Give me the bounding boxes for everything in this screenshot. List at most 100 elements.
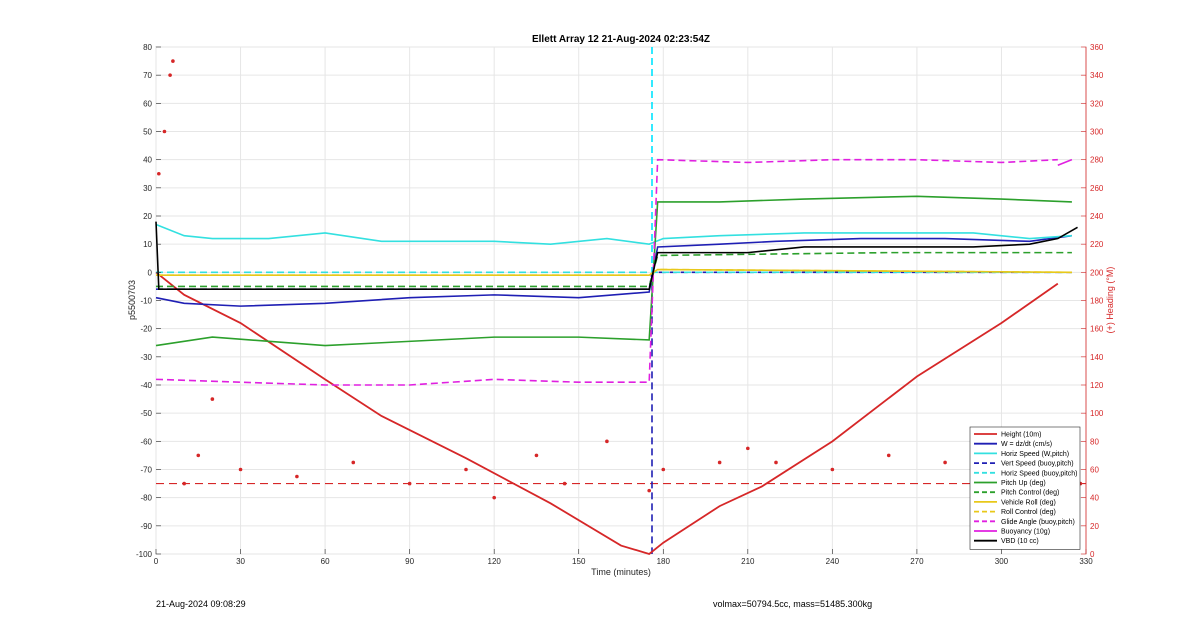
y-tick-label: 50 bbox=[143, 128, 152, 137]
point-heading-m bbox=[562, 481, 567, 486]
point-heading-m bbox=[492, 495, 496, 500]
legend-label: Glide Angle (buoy,pitch) bbox=[1001, 519, 1075, 526]
legend-label: Horiz Speed (buoy,pitch) bbox=[1001, 470, 1078, 477]
y2-tick-label: 80 bbox=[1090, 437, 1099, 446]
legend-label: Horiz Speed (W,pitch) bbox=[1001, 451, 1069, 458]
y-tick-label: -50 bbox=[140, 409, 152, 418]
point-heading-m bbox=[168, 73, 172, 77]
x-tick-label: 240 bbox=[826, 557, 840, 566]
point-heading-m bbox=[830, 467, 835, 472]
y-tick-label: 20 bbox=[143, 212, 152, 221]
y-tick-label: 30 bbox=[143, 184, 152, 193]
x-tick-label: 30 bbox=[236, 557, 245, 566]
x-tick-label: 270 bbox=[910, 557, 924, 566]
y-tick-label: -20 bbox=[140, 325, 152, 334]
legend-label: Height (10m) bbox=[1001, 432, 1041, 439]
x-tick-label: 210 bbox=[741, 557, 755, 566]
footer-timestamp: 21-Aug-2024 09:08:29 bbox=[156, 599, 246, 609]
series-line-horiz-speed-w-pitch bbox=[155, 223, 1072, 245]
y2-tick-label: 300 bbox=[1090, 128, 1104, 137]
x-tick-label: 180 bbox=[657, 557, 671, 566]
y2-tick-label: 0 bbox=[1090, 550, 1095, 559]
y2-tick-label: 200 bbox=[1090, 268, 1104, 277]
y2-tick-label: 220 bbox=[1090, 240, 1104, 249]
legend-label: Vehicle Roll (deg) bbox=[1001, 499, 1056, 506]
legend-label: Vert Speed (buoy,pitch) bbox=[1001, 461, 1074, 468]
point-heading-m bbox=[943, 460, 947, 465]
point-heading-m bbox=[196, 453, 201, 458]
y-tick-label: -80 bbox=[140, 494, 152, 503]
legend: Height (10m) W = dz/dt (cm/s) Horiz Speed … bbox=[969, 426, 1081, 550]
point-heading-m bbox=[351, 460, 356, 465]
y-tick-label: -30 bbox=[140, 353, 152, 362]
y-tick-label: -10 bbox=[140, 297, 152, 306]
legend-label: Buoyancy (10g) bbox=[1001, 529, 1050, 536]
legend-label: Roll Control (deg) bbox=[1001, 509, 1056, 516]
series-layer bbox=[155, 47, 1086, 555]
point-heading-m bbox=[774, 460, 778, 465]
series-line-w-dz-dt-cm-s bbox=[155, 234, 1073, 307]
y-tick-label: 60 bbox=[143, 99, 152, 108]
series-line-pitch-control-deg bbox=[156, 251, 1072, 288]
y-tick-label: -70 bbox=[140, 466, 152, 475]
chart-title: Ellett Array 12 21-Aug-2024 02:23:54Z bbox=[532, 34, 710, 45]
footer-volmax-mass: volmax=50794.5cc, mass=51485.300kg bbox=[713, 599, 872, 609]
y2-tick-label: 360 bbox=[1090, 43, 1104, 52]
point-heading-m bbox=[534, 453, 539, 458]
series-line-vbd-10-cc bbox=[155, 221, 1078, 291]
y-tick-label: 40 bbox=[143, 156, 152, 165]
legend-label: Pitch Control (deg) bbox=[1001, 490, 1059, 497]
x-tick-label: 90 bbox=[405, 557, 414, 566]
series-line-buoyancy-10g bbox=[1057, 158, 1073, 167]
y-axis-label: p5500703 bbox=[127, 280, 137, 320]
x-tick-label: 0 bbox=[154, 557, 159, 566]
y2-tick-label: 120 bbox=[1090, 381, 1104, 390]
point-heading-m bbox=[182, 481, 186, 486]
y2-tick-label: 320 bbox=[1090, 99, 1104, 108]
legend-label: W = dz/dt (cm/s) bbox=[1001, 441, 1052, 448]
y2-tick-label: 140 bbox=[1090, 353, 1104, 362]
y-tick-label: -60 bbox=[140, 437, 152, 446]
point-heading-m bbox=[171, 59, 175, 63]
x-tick-label: 330 bbox=[1079, 557, 1093, 566]
x-tick-label: 300 bbox=[995, 557, 1009, 566]
y-tick-label: 70 bbox=[143, 71, 152, 80]
point-heading-m bbox=[238, 467, 243, 472]
series-line-height-10m bbox=[155, 271, 1059, 555]
legend-label: Pitch Up (deg) bbox=[1001, 480, 1046, 487]
y2-tick-label: 160 bbox=[1090, 325, 1104, 334]
axes: 0 30 60 90 120 150 180 210 240 270 300 330-100-90-8… bbox=[136, 43, 1104, 566]
y2-tick-label: 100 bbox=[1090, 409, 1104, 418]
y2-tick-label: 340 bbox=[1090, 71, 1104, 80]
point-heading-m bbox=[464, 467, 468, 472]
x-tick-label: 60 bbox=[321, 557, 330, 566]
series-line-pitch-up-deg bbox=[155, 195, 1072, 347]
y-tick-label: -90 bbox=[140, 522, 152, 531]
y2-tick-label: 180 bbox=[1090, 297, 1104, 306]
point-heading-m bbox=[295, 474, 299, 479]
point-heading-m bbox=[407, 481, 412, 486]
y2-axis-label: (+) Heading (°M) bbox=[1105, 267, 1115, 334]
legend-label: VBD (10 cc) bbox=[1001, 538, 1039, 545]
x-axis-label: Time (minutes) bbox=[591, 567, 651, 577]
y2-tick-label: 240 bbox=[1090, 212, 1104, 221]
y-tick-label: -40 bbox=[140, 381, 152, 390]
x-tick-label: 150 bbox=[572, 557, 586, 566]
point-heading-m bbox=[647, 488, 651, 493]
legend-box bbox=[969, 426, 1081, 550]
x-tick-label: 120 bbox=[488, 557, 502, 566]
y-tick-label: -100 bbox=[136, 550, 153, 559]
y-tick-label: 80 bbox=[143, 43, 152, 52]
y2-tick-label: 40 bbox=[1090, 494, 1099, 503]
point-heading-m bbox=[162, 129, 167, 134]
y-tick-label: 0 bbox=[148, 268, 153, 277]
point-heading-m bbox=[157, 171, 161, 176]
point-heading-m bbox=[605, 439, 609, 444]
y-tick-label: 10 bbox=[143, 240, 152, 249]
y2-tick-label: 280 bbox=[1090, 156, 1104, 165]
point-heading-m bbox=[661, 467, 666, 472]
point-heading-m bbox=[746, 446, 750, 451]
grid bbox=[155, 46, 1087, 555]
y2-tick-label: 20 bbox=[1090, 522, 1099, 531]
